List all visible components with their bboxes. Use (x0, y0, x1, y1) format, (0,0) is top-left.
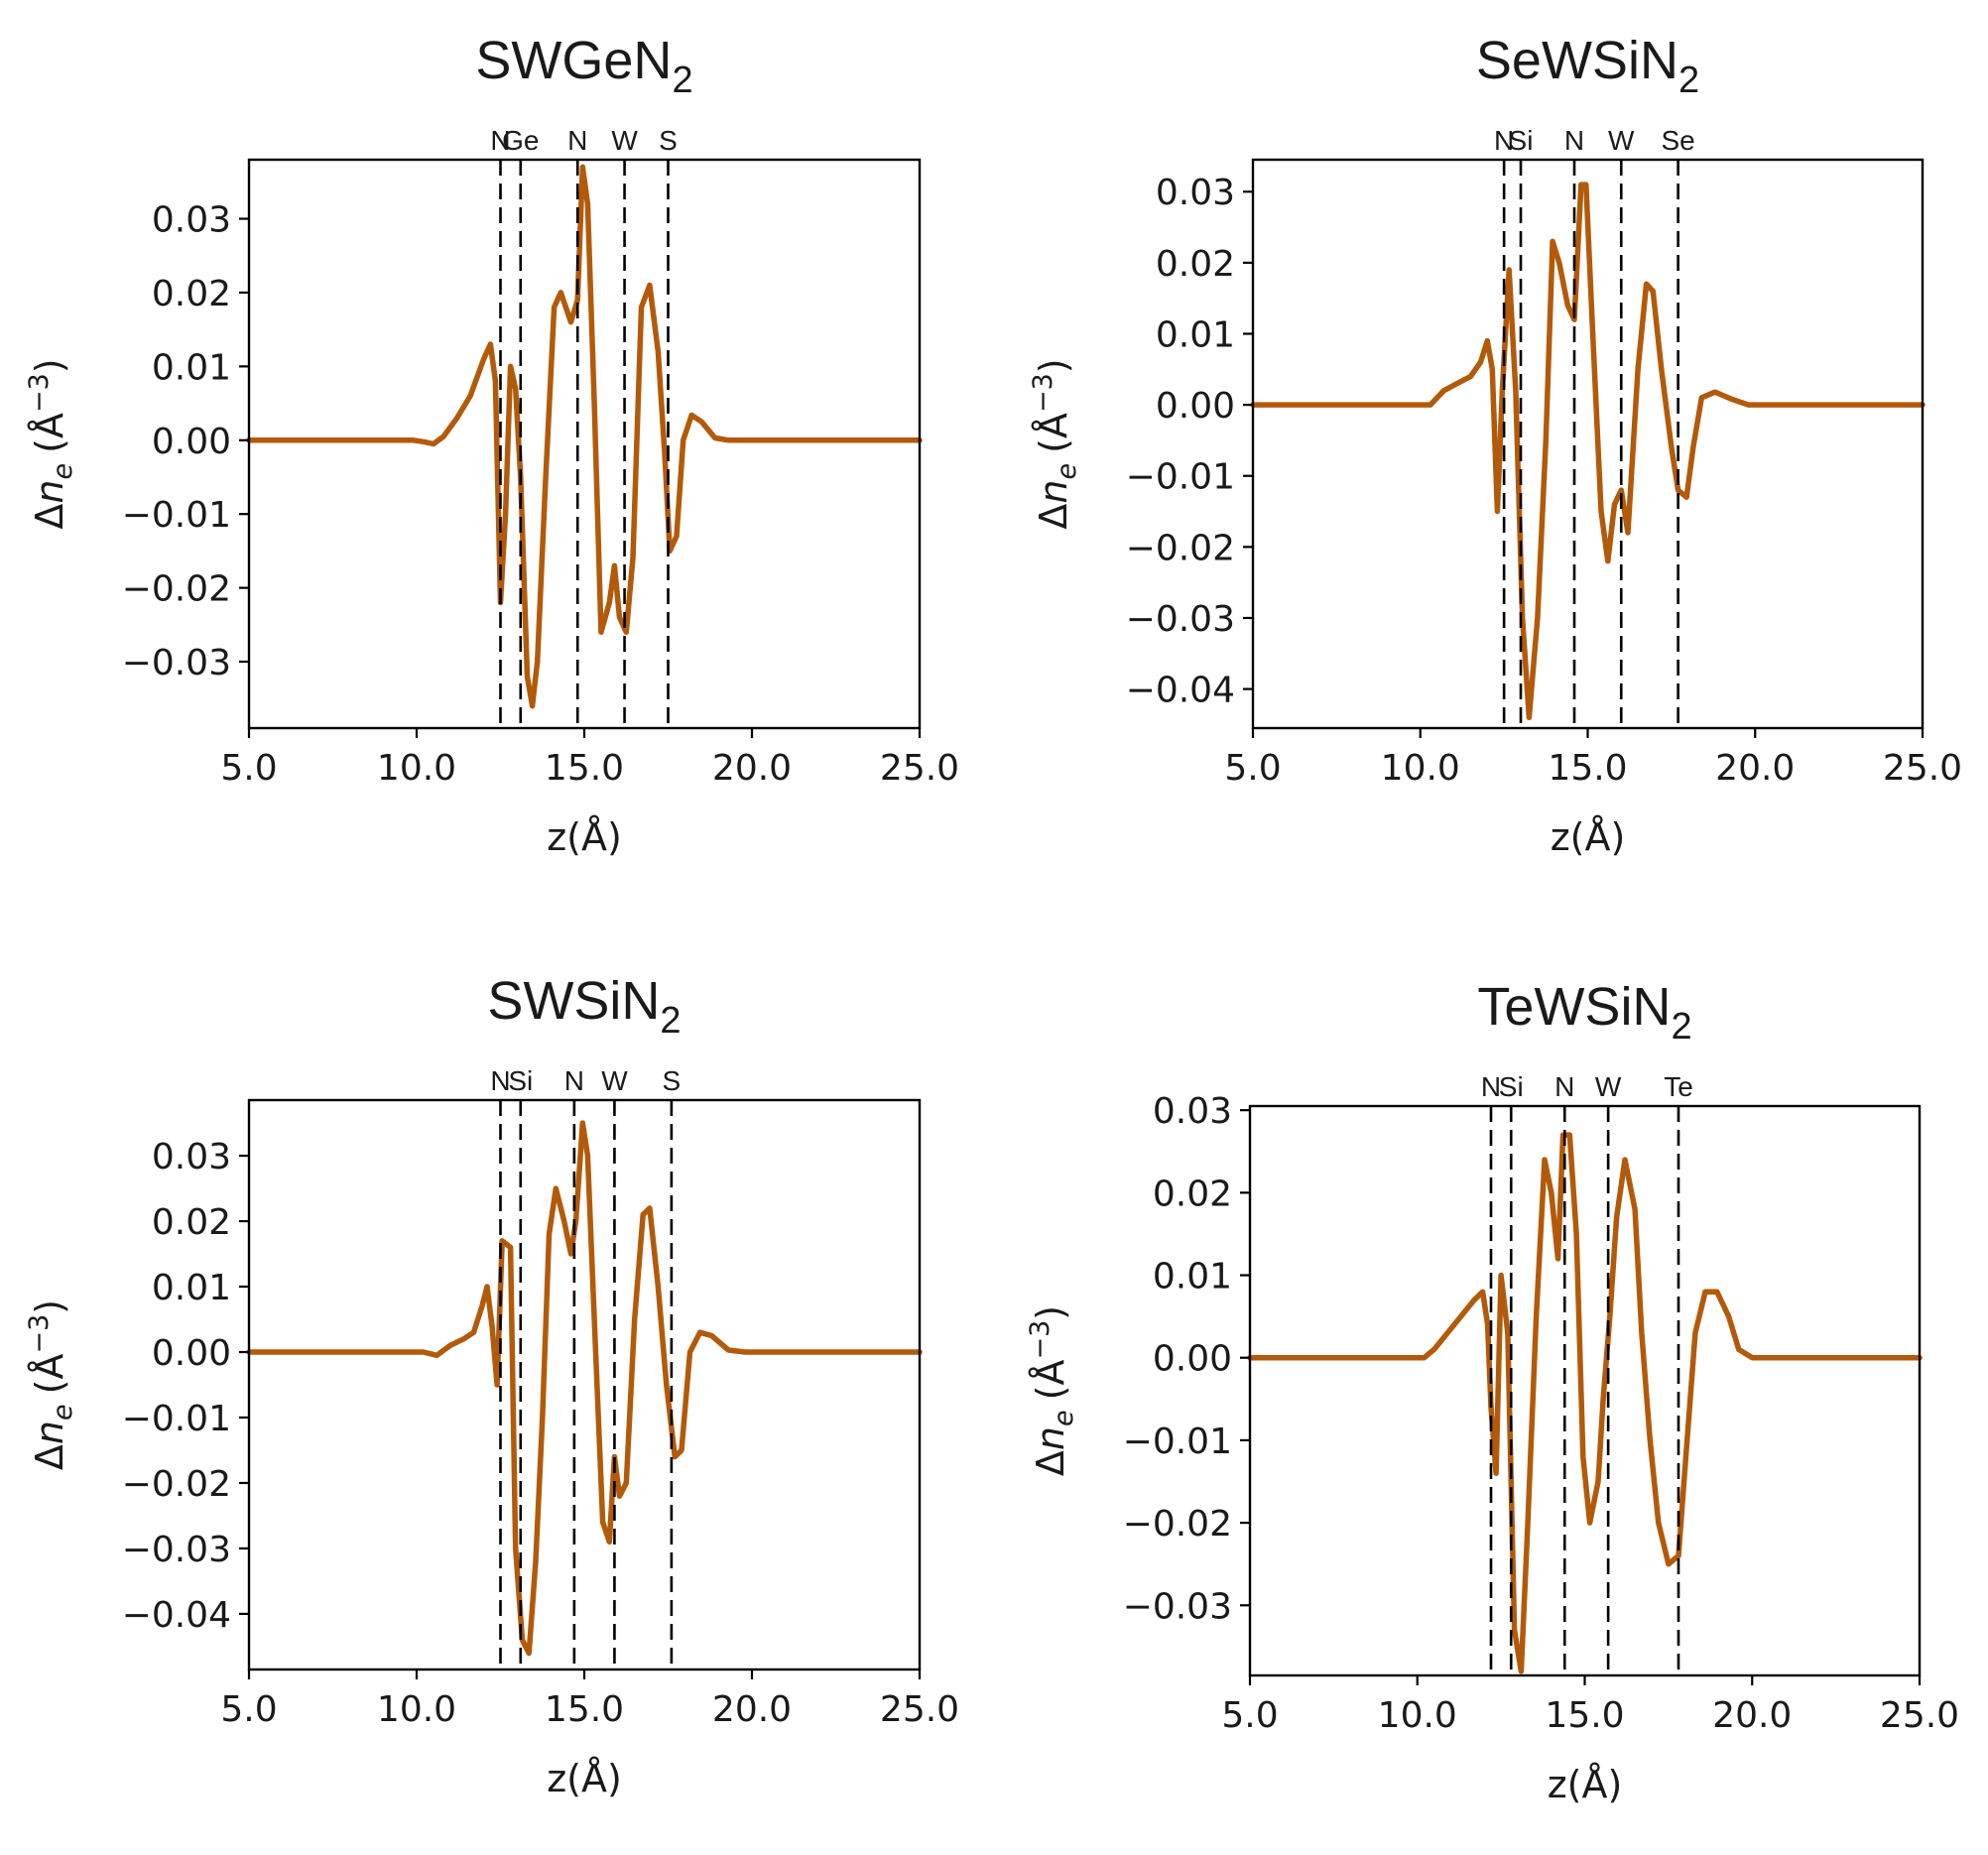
chart-2-series-line (246, 1120, 923, 1657)
chart-0-series-line (246, 164, 923, 709)
chart-1-ytick-label-0: −0.04 (1126, 671, 1235, 711)
chart-3-ytick-label-6: 0.03 (1153, 1091, 1232, 1132)
chart-2-ylabel: Δne(Å−3) (24, 1299, 78, 1470)
chart-3-ytick-label-4: 0.01 (1153, 1257, 1232, 1298)
chart-0-xlabel: z(Å) (547, 815, 622, 859)
chart-0-ytick-label-2: −0.01 (122, 495, 231, 536)
chart-1-xtick-label-2: 15.0 (1548, 748, 1627, 789)
chart-2-atom-label-4: S (663, 1065, 682, 1096)
chart-1-xtick-label-3: 20.0 (1715, 748, 1795, 789)
chart-0-atom-label-1: Ge (502, 125, 539, 156)
chart-0-xtick-label-0: 5.0 (220, 748, 277, 789)
chart-1-atom-label-1: Si (1509, 125, 1534, 156)
chart-1-ytick-label-6: 0.02 (1156, 244, 1235, 285)
chart-0-xtick-label-2: 15.0 (545, 748, 624, 789)
chart-1-ytick-label-1: −0.03 (1126, 599, 1235, 640)
chart-3-xtick-label-4: 25.0 (1880, 1695, 1959, 1736)
chart-2-ytick-label-0: −0.04 (122, 1595, 231, 1636)
chart-0-ytick-label-3: 0.00 (152, 422, 231, 462)
chart-2-atom-label-1: Si (508, 1065, 533, 1096)
chart-1-ytick-label-4: 0.00 (1156, 386, 1235, 427)
chart-1-xlabel: z(Å) (1551, 815, 1626, 859)
chart-1-ytick-label-7: 0.03 (1156, 173, 1235, 213)
chart-3-atom-label-2: N (1554, 1071, 1574, 1102)
chart-0-plot-frame (247, 158, 922, 730)
chart-0-atom-label-2: N (567, 125, 587, 156)
chart-3-ytick-label-2: −0.01 (1123, 1422, 1232, 1462)
chart-2-xlabel: z(Å) (547, 1757, 622, 1800)
chart-0-atom-label-4: S (659, 125, 678, 156)
chart-2-atom-label-2: N (564, 1065, 584, 1096)
chart-0-xtick-label-3: 20.0 (712, 748, 792, 789)
chart-1-xtick-label-4: 25.0 (1883, 748, 1962, 789)
chart-2-xtick-label-4: 25.0 (880, 1689, 959, 1730)
chart-0-ytick-label-5: 0.02 (152, 274, 231, 314)
chart-0-ytick-label-6: 0.03 (152, 200, 231, 241)
chart-0-ytick-label-0: −0.03 (122, 643, 231, 683)
chart-2-ytick-label-7: 0.03 (152, 1137, 231, 1177)
chart-3-title: TeWSiN2 (1477, 977, 1691, 1048)
chart-3-ytick-label-1: −0.02 (1123, 1504, 1232, 1545)
chart-1-title: SeWSiN2 (1476, 31, 1699, 101)
chart-3-ytick-label-0: −0.03 (1123, 1586, 1232, 1627)
chart-3-xtick-label-2: 15.0 (1545, 1695, 1624, 1736)
chart-3-xtick-label-1: 10.0 (1378, 1695, 1457, 1736)
chart-2-title: SWSiN2 (487, 971, 681, 1042)
chart-2-ytick-label-6: 0.02 (152, 1202, 231, 1243)
chart-2-ytick-label-3: −0.01 (122, 1399, 231, 1439)
chart-0-ytick-label-4: 0.01 (152, 347, 231, 388)
chart-3-atom-label-3: W (1595, 1071, 1622, 1102)
chart-0-xtick-label-1: 10.0 (377, 748, 456, 789)
chart-1-ylabel: Δne(Å−3) (1028, 358, 1082, 529)
chart-2-xtick-label-2: 15.0 (545, 1689, 624, 1730)
chart-1-ytick-label-5: 0.01 (1156, 314, 1235, 355)
chart-1-ytick-label-3: −0.01 (1126, 457, 1235, 498)
chart-2-ytick-label-2: −0.02 (122, 1464, 231, 1505)
chart-3-atom-label-0: N (1481, 1071, 1501, 1102)
chart-1-ytick-label-2: −0.02 (1126, 528, 1235, 568)
chart-2-ytick-label-4: 0.00 (152, 1333, 231, 1374)
chart-2-atom-label-0: N (490, 1065, 510, 1096)
chart-0-ylabel: Δne(Å−3) (24, 358, 78, 529)
chart-1-atom-label-0: N (1494, 125, 1514, 156)
chart-2-plot-frame (247, 1098, 922, 1671)
chart-3-ylabel: Δne(Å−3) (1025, 1305, 1079, 1476)
chart-3-ytick-label-5: 0.02 (1153, 1174, 1232, 1214)
chart-3-plot-frame (1248, 1104, 1922, 1677)
chart-2-ytick-label-5: 0.01 (152, 1268, 231, 1308)
chart-2-atom-label-3: W (601, 1065, 628, 1096)
chart-3-xtick-label-3: 20.0 (1712, 1695, 1792, 1736)
chart-0-title: SWGeN2 (475, 31, 692, 101)
chart-3-series-line (1247, 1132, 1923, 1674)
chart-2-xtick-label-0: 5.0 (220, 1689, 277, 1730)
chart-3-xlabel: z(Å) (1548, 1763, 1623, 1806)
chart-0-ytick-label-1: −0.02 (122, 569, 231, 610)
chart-2-xtick-label-1: 10.0 (377, 1689, 456, 1730)
chart-3-ytick-label-3: 0.00 (1153, 1339, 1232, 1380)
chart-1-xtick-label-0: 5.0 (1224, 748, 1281, 789)
chart-0-atom-label-3: W (611, 125, 638, 156)
chart-3-atom-label-4: Te (1664, 1071, 1693, 1102)
chart-1-atom-label-3: W (1608, 125, 1635, 156)
chart-1-xtick-label-1: 10.0 (1381, 748, 1460, 789)
chart-2-xtick-label-3: 20.0 (712, 1689, 792, 1730)
chart-3-xtick-label-0: 5.0 (1221, 1695, 1278, 1736)
chart-3-atom-label-1: Si (1499, 1071, 1524, 1102)
chart-1-series-line (1250, 182, 1926, 721)
chart-1-atom-label-4: Se (1662, 125, 1695, 156)
chart-0-xtick-label-4: 25.0 (880, 748, 959, 789)
chart-1-atom-label-2: N (1564, 125, 1584, 156)
chart-2-ytick-label-1: −0.03 (122, 1530, 231, 1570)
chart-0-atom-label-0: N (490, 125, 510, 156)
